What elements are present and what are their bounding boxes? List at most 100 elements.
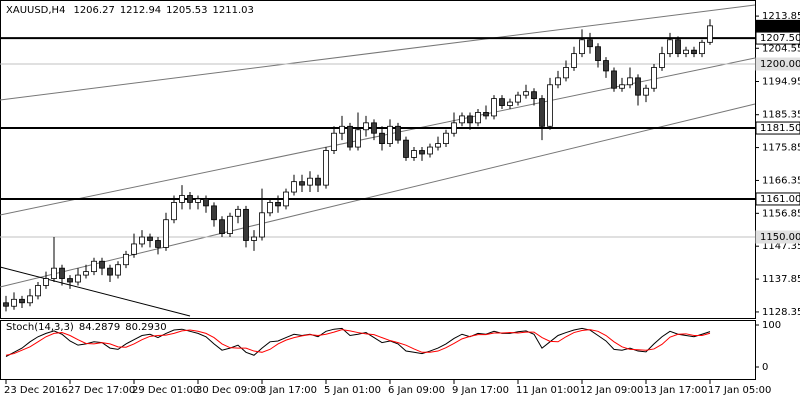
candle-body (435, 143, 441, 148)
candle-body (251, 236, 257, 241)
candle-body (443, 132, 449, 145)
y-tick-label: 1194.95 (762, 76, 800, 87)
level-label: 1161.00 (760, 194, 800, 205)
candle-body (675, 39, 681, 55)
x-tick-label: 3 Jan 17:00 (260, 385, 317, 396)
candle-body (27, 295, 33, 304)
candle-body (179, 195, 185, 203)
candle-body (707, 25, 713, 43)
level-label: 1150.00 (760, 232, 800, 243)
candle-body (259, 212, 265, 238)
y-tick-label: 1175.85 (762, 143, 800, 154)
candle-body (83, 271, 89, 276)
candle-body (555, 77, 561, 86)
candle-body (643, 87, 649, 96)
candle-body (195, 198, 201, 203)
candle-body (139, 236, 145, 245)
stoch-panel (0, 320, 756, 380)
candle-body (19, 298, 25, 304)
candle-body (11, 298, 17, 307)
stoch-title: Stoch(14,3,3) (6, 322, 74, 333)
candle-body (451, 122, 457, 134)
candle-body (211, 205, 217, 221)
candle-body (627, 77, 633, 86)
candle-body (91, 260, 97, 273)
candle-body (531, 91, 537, 100)
y-tick-label: 1128.35 (762, 307, 800, 318)
level-label-box (755, 192, 800, 206)
header-close: 1211.03 (213, 5, 254, 16)
candle-body (123, 253, 129, 266)
candle-body (507, 101, 513, 106)
candle-body (163, 219, 169, 248)
candle-body (283, 191, 289, 207)
candle-body (387, 125, 393, 145)
stoch-line (5, 327, 711, 357)
candle-body (171, 202, 177, 221)
candle-body (131, 243, 137, 255)
y-tick-label: 1166.35 (762, 175, 800, 186)
y-tick-label: 1204.55 (762, 43, 800, 54)
current-price-label: 1211.03 (760, 21, 800, 32)
candle-body (147, 236, 153, 241)
stoch-signal-value: 80.2930 (125, 322, 166, 333)
level-label-box (755, 230, 800, 244)
x-tick-label: 30 Dec 09:00 (196, 385, 263, 396)
candle-body (243, 208, 249, 241)
candle-body (523, 91, 529, 96)
candle-body (59, 267, 65, 279)
candle-body (587, 39, 593, 48)
y-tick-label: 1185.35 (762, 110, 800, 121)
candle-body (227, 215, 233, 234)
candle-body (659, 53, 665, 68)
x-tick-label: 23 Dec 2016 (4, 385, 68, 396)
stoch-main-value: 84.2879 (79, 322, 120, 333)
y-tick-label: 1137.85 (762, 274, 800, 285)
candle-body (363, 122, 369, 131)
x-tick-label: 12 Jan 09:00 (580, 385, 643, 396)
y-tick-label: 1147.35 (762, 241, 800, 252)
candle-body (219, 219, 225, 234)
candle-body (515, 94, 521, 103)
candle-body (691, 49, 697, 55)
chart-header: XAUUSD,H4 1206.27 1212.94 1205.53 1211.03 (6, 5, 254, 16)
level-label-box (755, 121, 800, 135)
symbol: XAUUSD,H4 (6, 5, 65, 16)
candle-body (411, 150, 417, 158)
candle-body (483, 112, 489, 117)
candle-body (115, 264, 121, 276)
candle-body (299, 181, 305, 186)
candle-body (491, 98, 497, 117)
candle-body (307, 177, 313, 186)
candle-body (603, 60, 609, 72)
candle-body (267, 202, 273, 214)
candle-body (35, 285, 41, 297)
candle-body (475, 112, 481, 124)
header-low: 1205.53 (166, 5, 207, 16)
candle-body (619, 84, 625, 89)
x-tick-label: 29 Dec 01:00 (132, 385, 199, 396)
level-label: 1200.00 (760, 59, 800, 70)
header-high: 1212.94 (120, 5, 161, 16)
x-tick-label: 5 Jan 01:00 (324, 385, 381, 396)
candle-body (235, 208, 241, 217)
candle-body (331, 132, 337, 151)
candle-body (187, 195, 193, 203)
candle-body (467, 115, 473, 124)
candle-body (75, 274, 81, 283)
candle-body (315, 177, 321, 186)
candle-body (3, 302, 9, 307)
x-tick-label: 27 Dec 17:00 (68, 385, 135, 396)
candle-body (107, 267, 113, 276)
candle-body (563, 67, 569, 79)
x-tick-label: 11 Jan 01:00 (516, 385, 579, 396)
level-label: 1181.50 (760, 123, 800, 134)
candle-body (203, 198, 209, 207)
candle-body (403, 139, 409, 158)
candle-body (371, 122, 377, 134)
candle-body (611, 70, 617, 89)
y-tick-label: 1156.85 (762, 208, 800, 219)
candle-body (635, 77, 641, 96)
price-panel (0, 0, 756, 319)
